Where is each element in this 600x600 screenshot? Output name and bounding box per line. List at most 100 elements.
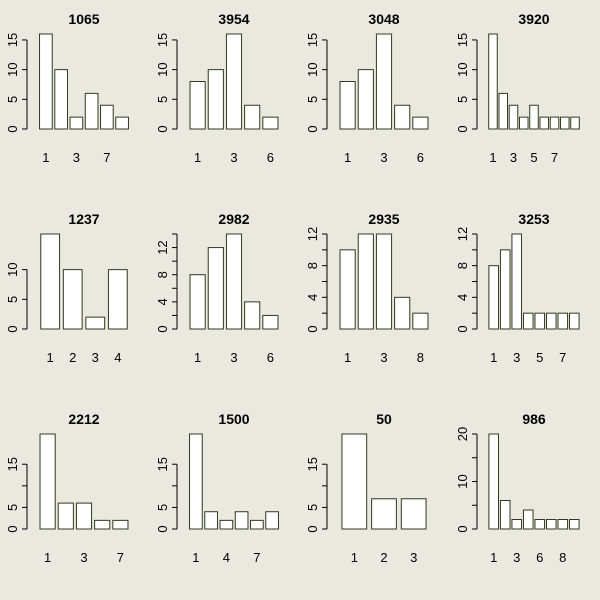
x-tick-label: 1 (344, 150, 351, 165)
x-tick-label: 4 (223, 550, 230, 565)
bar (568, 519, 580, 530)
histogram-panel-1500: 1500 0 5 15 1 4 7 (155, 411, 279, 565)
bar (244, 301, 261, 330)
bar (265, 511, 279, 530)
y-tick-label: 0 (155, 325, 170, 332)
bar (357, 233, 374, 330)
bar (189, 81, 206, 130)
bar (225, 233, 243, 330)
bar (39, 433, 56, 530)
x-tick-label: 7 (559, 350, 566, 365)
histogram-panel-2982: 2982 0 4 8 12 1 3 6 (155, 211, 279, 365)
bar (189, 274, 206, 330)
y-tick-label: 5 (305, 96, 320, 103)
x-tick-label: 1 (42, 150, 49, 165)
y-tick-label: 10 (5, 62, 20, 76)
bar (529, 104, 539, 130)
panel-title: 2212 (68, 411, 99, 427)
bar (54, 69, 68, 130)
y-tick-label: 0 (155, 125, 170, 132)
y-tick-label: 5 (5, 504, 20, 511)
y-tick-label: 8 (455, 262, 470, 269)
histogram-panel-50: 50 0 5 15 1 2 3 (305, 411, 427, 565)
x-tick-label: 3 (230, 350, 237, 365)
bar (57, 502, 74, 530)
x-tick-label: 5 (536, 350, 543, 365)
x-tick-label: 8 (417, 350, 424, 365)
bar (488, 433, 500, 530)
histogram-panel-2935: 2935 0 4 8 12 1 3 8 (305, 211, 429, 365)
bar (498, 92, 509, 130)
bar (508, 104, 519, 130)
histogram-panel-3954: 3954 0 5 10 15 1 3 6 (155, 11, 279, 165)
y-tick-label: 0 (5, 325, 20, 332)
y-tick-label: 4 (155, 298, 170, 305)
x-tick-label: 1 (194, 150, 201, 165)
bar (394, 104, 411, 130)
bar (357, 69, 374, 130)
bar (84, 92, 99, 130)
bar (225, 33, 243, 130)
bar (107, 269, 128, 330)
bar (549, 116, 560, 130)
x-tick-label: 1 (44, 550, 51, 565)
bar (69, 116, 84, 130)
y-tick-label: 10 (155, 62, 170, 76)
panel-title: 1237 (68, 211, 99, 227)
bar (112, 519, 129, 530)
bar (499, 249, 511, 330)
x-tick-label: 4 (114, 350, 121, 365)
bar (488, 33, 498, 130)
bar (262, 314, 279, 330)
y-tick-label: 0 (455, 125, 470, 132)
bar (207, 69, 224, 130)
bar (244, 104, 261, 130)
panel-title: 1065 (68, 11, 99, 27)
y-tick-label: 10 (455, 62, 470, 76)
x-tick-label: 1 (47, 350, 54, 365)
x-tick-label: 6 (267, 150, 274, 165)
x-tick-label: 1 (194, 350, 201, 365)
panel-title: 2935 (368, 211, 399, 227)
bar (375, 33, 393, 130)
y-tick-label: 4 (305, 294, 320, 301)
y-tick-label: 0 (455, 525, 470, 532)
y-tick-label: 0 (155, 525, 170, 532)
panel-title: 3920 (518, 11, 549, 27)
x-tick-label: 1 (489, 150, 496, 165)
x-tick-label: 2 (380, 550, 387, 565)
panel-title: 3048 (368, 11, 399, 27)
bar (534, 312, 546, 330)
y-tick-label: 5 (305, 504, 320, 511)
x-tick-label: 3 (513, 350, 520, 365)
bar (557, 519, 569, 530)
bar (545, 312, 557, 330)
bar (522, 312, 534, 330)
bar (207, 247, 224, 330)
y-tick-label: 5 (455, 96, 470, 103)
y-tick-label: 8 (155, 271, 170, 278)
bar (412, 116, 429, 130)
y-tick-label: 15 (155, 33, 170, 47)
y-tick-label: 0 (305, 525, 320, 532)
y-tick-label: 12 (155, 240, 170, 254)
y-tick-label: 12 (455, 227, 470, 241)
bar (400, 498, 427, 530)
y-tick-label: 15 (305, 457, 320, 471)
x-tick-label: 3 (380, 150, 387, 165)
x-tick-label: 3 (230, 150, 237, 165)
x-tick-label: 8 (559, 550, 566, 565)
y-tick-label: 15 (5, 457, 20, 471)
x-tick-label: 7 (117, 550, 124, 565)
y-tick-label: 0 (455, 325, 470, 332)
histogram-panel-1065: 1065 0 5 10 15 1 3 7 (5, 11, 129, 165)
histogram-panel-3048: 3048 0 5 10 15 1 3 6 (305, 11, 429, 165)
bar (62, 269, 83, 330)
x-tick-label: 1 (351, 550, 358, 565)
x-tick-label: 3 (92, 350, 99, 365)
y-tick-label: 5 (155, 504, 170, 511)
bar (341, 433, 368, 530)
histogram-panel-2212: 2212 0 5 15 1 3 7 (5, 411, 129, 565)
bar (394, 296, 411, 330)
y-tick-label: 10 (5, 262, 20, 276)
